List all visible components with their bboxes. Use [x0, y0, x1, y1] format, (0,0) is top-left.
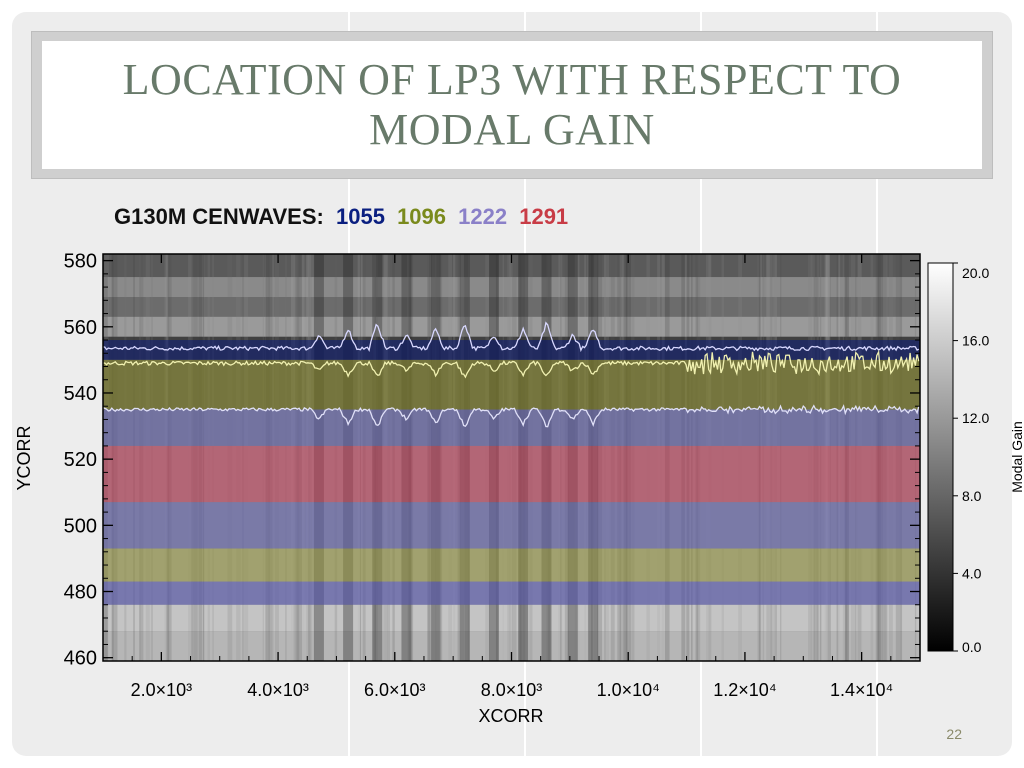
- y-tick-label: 480: [64, 582, 97, 604]
- colorbar-tick-label: 16.0: [962, 333, 989, 349]
- colorbar-tick-label: 12.0: [962, 410, 989, 426]
- y-axis-label: YCORR: [14, 425, 34, 490]
- y-tick-label: 540: [64, 383, 97, 405]
- x-tick-label: 2.0×10³: [131, 680, 193, 700]
- legend-item-1096: 1096: [397, 204, 447, 229]
- axes: 2.0×10³ 4.0×10³ 6.0×10³ 8.0×10³ 1.0×10⁴ 1.2×1…: [64, 251, 921, 700]
- band-1096: [103, 548, 920, 582]
- y-tick-label: 460: [64, 648, 97, 670]
- x-tick-label: 1.0×10⁴: [597, 680, 660, 700]
- y-tick-label: 580: [64, 251, 97, 273]
- heatmap-row: [103, 316, 920, 337]
- colorbar-tick-label: 20.0: [962, 265, 989, 281]
- colorbar-tick-label: 8.0: [962, 488, 982, 504]
- cenwave-legend: G130M CENWAVES: 1055 1096 1222 1291: [114, 204, 574, 230]
- x-tick-label: 1.2×10⁴: [713, 680, 776, 700]
- heatmap-row: [103, 297, 920, 317]
- y-tick-label: 520: [64, 449, 97, 471]
- band-1222: [103, 581, 920, 605]
- heatmap-row: [103, 254, 920, 278]
- colorbar-tick-label: 4.0: [962, 565, 982, 581]
- legend-item-1222: 1222: [458, 204, 508, 229]
- slide-title: LOCATION OF LP3 WITH RESPECT TO MODAL GA…: [122, 55, 902, 154]
- band-1055: [103, 340, 920, 360]
- colorbar: [927, 262, 954, 652]
- band-1096: [103, 359, 920, 410]
- title-frame: LOCATION OF LP3 WITH RESPECT TO MODAL GA…: [31, 31, 993, 179]
- colorbar-label: Modal Gain: [1009, 421, 1024, 493]
- cenwave-bands: [103, 340, 920, 605]
- contour-lower: [103, 404, 920, 428]
- x-tick-label: 1.4×10⁴: [830, 680, 893, 700]
- band-1222: [103, 502, 920, 549]
- y-tick-label: 500: [64, 515, 97, 537]
- x-tick-label: 6.0×10³: [364, 680, 426, 700]
- page-number: 22: [946, 726, 962, 742]
- legend-item-1055: 1055: [335, 204, 385, 229]
- x-tick-label: 4.0×10³: [247, 680, 309, 700]
- heatmap-row: [103, 277, 920, 298]
- heatmap-row: [103, 604, 920, 632]
- x-axis-label: XCORR: [478, 706, 543, 726]
- band-1222: [103, 409, 920, 446]
- colorbar-ticks: 20.0 16.0 12.0 8.0 4.0 0.0: [953, 262, 989, 655]
- contour-upper: [103, 321, 920, 353]
- contour-middle: [103, 349, 920, 379]
- colorbar-tick-label: 0.0: [962, 639, 982, 655]
- gain-contours: [103, 321, 920, 428]
- x-tick-label: 8.0×10³: [481, 680, 543, 700]
- title-box: LOCATION OF LP3 WITH RESPECT TO MODAL GA…: [42, 41, 982, 169]
- legend-prefix: G130M CENWAVES:: [114, 204, 324, 229]
- band-1291: [103, 445, 920, 503]
- legend-item-1291: 1291: [519, 204, 569, 229]
- y-tick-label: 560: [64, 317, 97, 339]
